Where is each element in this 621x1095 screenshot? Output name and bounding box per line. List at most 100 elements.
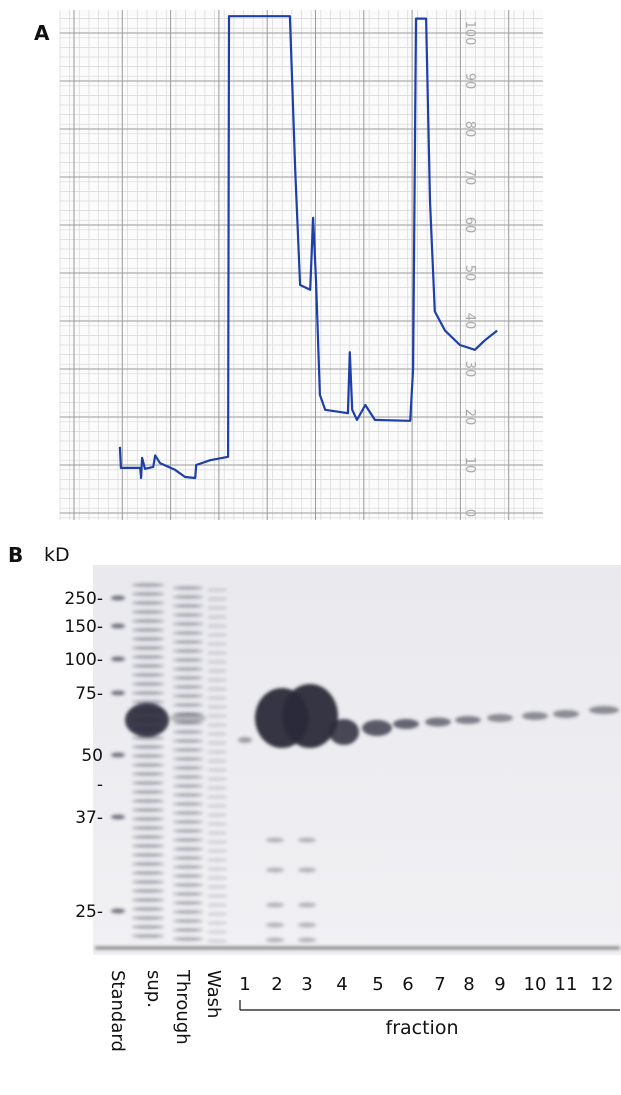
gel-band (132, 907, 164, 911)
gel-band (132, 601, 164, 605)
fraction-label: 9 (494, 974, 505, 995)
fraction-label: 1 (239, 974, 250, 995)
gel-band (207, 867, 227, 871)
gel-band (207, 921, 227, 925)
gel-band (207, 849, 227, 853)
gel-band (207, 777, 227, 781)
fraction-label: 12 (591, 974, 614, 995)
gel-band (173, 910, 203, 914)
gel-band (298, 902, 316, 908)
gel-band (132, 700, 164, 704)
gel-band (132, 889, 164, 893)
gel-band (173, 757, 203, 761)
gel-band (173, 613, 203, 617)
gel-band (173, 775, 203, 779)
gel-band (132, 763, 164, 767)
gel-band (173, 919, 203, 923)
gel-band (132, 880, 164, 884)
gel-band (207, 840, 227, 844)
gel-band (173, 847, 203, 851)
gel-band (173, 856, 203, 860)
gel-band (266, 922, 284, 928)
gel-band (207, 714, 227, 718)
gel-band (132, 844, 164, 848)
y-tick-label: 10 (462, 457, 477, 474)
gel-band (329, 719, 359, 745)
gel-band (207, 606, 227, 610)
gel-band (173, 730, 203, 734)
gel-band (132, 664, 164, 668)
gel-band (170, 713, 206, 723)
gel-band (173, 766, 203, 770)
panel-label: B (8, 543, 23, 567)
fraction-label: 3 (301, 974, 312, 995)
gel-band (132, 691, 164, 695)
gel-band (207, 795, 227, 799)
gel-band (207, 624, 227, 628)
fraction-label: 11 (555, 974, 578, 995)
gel-band (282, 684, 338, 748)
gel-band (111, 623, 125, 629)
gel-band (173, 739, 203, 743)
y-tick-label: 100 (462, 21, 477, 46)
gel-band (132, 898, 164, 902)
gel-band (111, 814, 125, 820)
gel-band (132, 772, 164, 776)
gel-band (173, 829, 203, 833)
fraction-label: 5 (372, 974, 383, 995)
gel-band (111, 752, 125, 758)
fraction-title: fraction (386, 1017, 459, 1039)
gel-band (207, 687, 227, 691)
gel-band (207, 705, 227, 709)
y-tick-label: 70 (462, 169, 477, 186)
gel-band (173, 640, 203, 644)
gel-band (111, 690, 125, 696)
gel-band (455, 716, 481, 724)
gel-band (553, 710, 579, 718)
gel-band (132, 736, 164, 740)
marker-label: 75- (75, 684, 103, 704)
gel-band (298, 837, 316, 843)
y-tick-label: 50 (462, 265, 477, 282)
gel-band (132, 673, 164, 677)
gel-band (207, 651, 227, 655)
gel-band (132, 826, 164, 830)
gel-band (173, 838, 203, 842)
y-tick-label: 20 (462, 409, 477, 426)
gel-band (173, 874, 203, 878)
gel-band (132, 619, 164, 623)
gel-band (207, 669, 227, 673)
fraction-label: 10 (524, 974, 547, 995)
gel-band (173, 595, 203, 599)
marker-label: 37- (75, 808, 103, 828)
gel-band (266, 937, 284, 943)
gel-band (132, 583, 164, 587)
gel-band (207, 822, 227, 826)
gel-band (132, 781, 164, 785)
gel-band (207, 939, 227, 943)
gel-band (207, 750, 227, 754)
gel-band (132, 925, 164, 929)
gel-band (111, 595, 125, 601)
gel-band (173, 631, 203, 635)
gel-band (266, 902, 284, 908)
lane-label: Wash (203, 970, 224, 1018)
gel-band (111, 908, 125, 914)
gel-band (132, 808, 164, 812)
gel-band (173, 892, 203, 896)
gel-band (132, 754, 164, 758)
fraction-label: 2 (271, 974, 282, 995)
gel-band (173, 649, 203, 653)
gel-band (207, 588, 227, 592)
gel-band (207, 831, 227, 835)
gel-band (207, 723, 227, 727)
gel-band (522, 712, 548, 720)
y-tick-label: 60 (462, 217, 477, 234)
gel-band (173, 676, 203, 680)
gel-band (207, 615, 227, 619)
gel-band (132, 853, 164, 857)
gel-band (173, 883, 203, 887)
gel-band (173, 802, 203, 806)
gel-band (132, 745, 164, 749)
gel-band (132, 592, 164, 596)
